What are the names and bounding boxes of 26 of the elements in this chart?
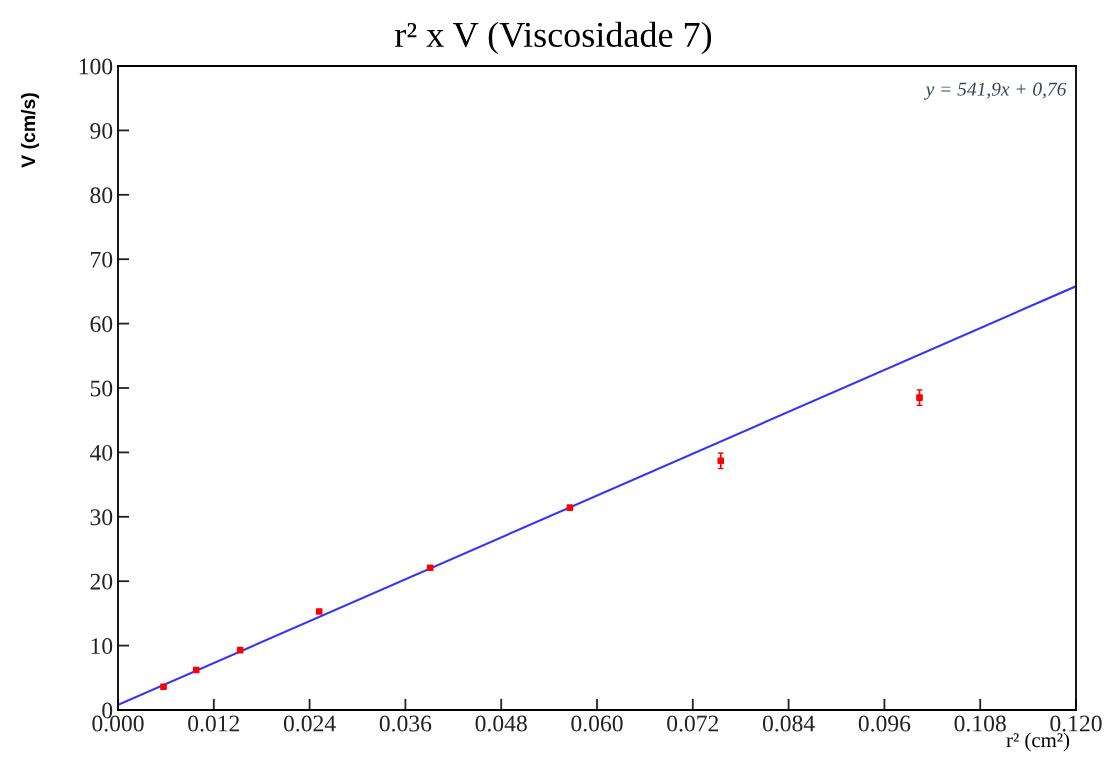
y-tick-label: 40 [89, 444, 113, 461]
x-tick-label: 0.036 [379, 715, 432, 732]
y-tick-label: 90 [90, 122, 113, 139]
y-tick-label: 50 [90, 380, 113, 397]
x-tick-label: 0.012 [188, 715, 240, 732]
point [717, 457, 725, 465]
chart-title: r² x V (Viscosidade 7) [395, 21, 712, 55]
x-tick-label: 0.108 [954, 715, 1006, 732]
x-tick-label: 0.084 [762, 715, 815, 732]
y-axis-title: V (cm/s) [20, 93, 40, 168]
y-tick-label: 20 [90, 573, 113, 590]
y-tick-label: 60 [90, 316, 113, 333]
x-tick-label: 0.072 [667, 715, 719, 732]
point [916, 394, 923, 401]
x-tick-label: 0.096 [858, 715, 911, 732]
y-tick-label: 70 [91, 251, 113, 268]
x-tick-label: 0.024 [283, 715, 336, 732]
x-tick-label: 0.060 [571, 715, 623, 732]
x-tick-label: 0.048 [475, 715, 527, 732]
y-tick-label: 10 [91, 638, 113, 655]
x-axis-title: r² (cm²) [1006, 732, 1070, 752]
y-tick-label: 30 [90, 509, 113, 526]
y-tick-label: 100 [79, 58, 113, 75]
x-tick-label: 0.120 [1050, 715, 1102, 732]
annotation: y = 541,9x + 0,76 [924, 82, 1067, 100]
y-tick-label: 80 [90, 187, 113, 204]
